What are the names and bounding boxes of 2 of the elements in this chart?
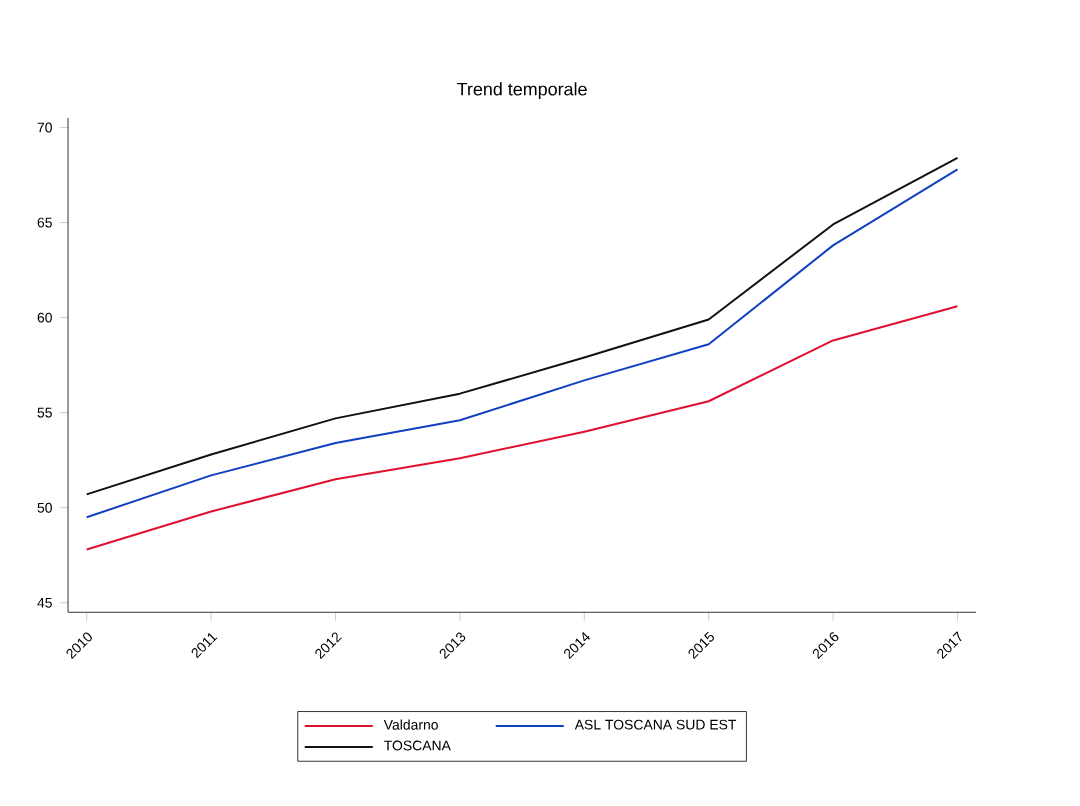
line-series <box>85 305 959 552</box>
chart-title: Trend temporale <box>457 82 587 100</box>
